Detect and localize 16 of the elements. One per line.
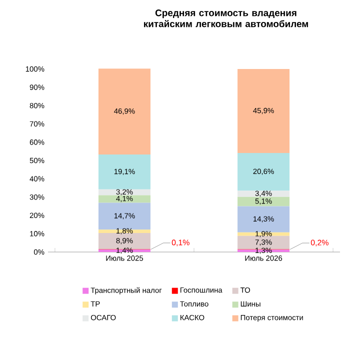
- bar: [238, 206, 290, 232]
- bar: [98, 195, 150, 203]
- bar: [98, 230, 150, 233]
- bar: [98, 249, 150, 252]
- bar: [238, 69, 290, 153]
- bar: [98, 154, 150, 190]
- bar: [238, 236, 290, 250]
- bar: [238, 190, 290, 197]
- bar: [98, 68, 150, 154]
- chart-title: Средняя стоимость владения китайским легковым автомобилем: [144, 10, 308, 28]
- bar: [98, 189, 150, 196]
- bar: [238, 196, 290, 206]
- bar: [238, 232, 290, 236]
- bar: [98, 202, 150, 230]
- bar: [98, 232, 150, 250]
- bar: [238, 152, 290, 191]
